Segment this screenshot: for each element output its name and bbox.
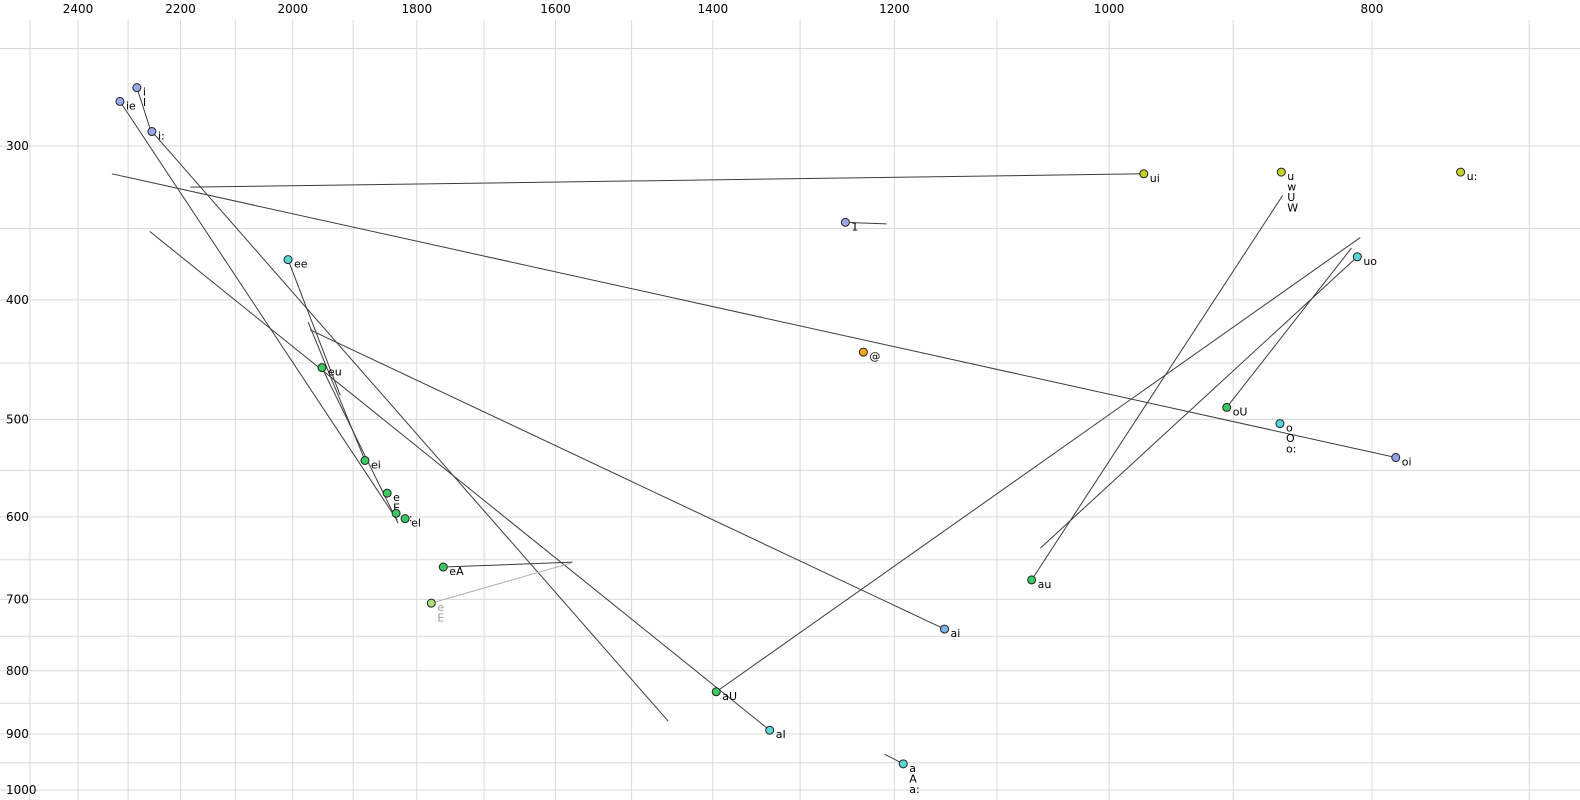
vowel-point-i bbox=[132, 83, 142, 93]
trajectory-line-eA bbox=[443, 561, 573, 568]
y-axis-tick-label: 300 bbox=[6, 139, 29, 153]
trajectory-line-au bbox=[1031, 195, 1284, 581]
vowel-point-eA bbox=[438, 562, 448, 572]
vowel-point-ee bbox=[283, 255, 293, 265]
x-axis-tick-label: 1200 bbox=[879, 2, 910, 16]
trajectory-line-oi bbox=[111, 173, 1396, 459]
trajectory-line-uo bbox=[1040, 256, 1358, 549]
x-axis-tick-label: 2000 bbox=[277, 2, 308, 16]
vowel-label-ui: ui bbox=[1150, 172, 1160, 185]
vowel-point-1 bbox=[840, 217, 850, 227]
vowel-point-e bbox=[382, 488, 392, 498]
trajectory-line-oU bbox=[1226, 247, 1352, 408]
vowel-label-eu: eu bbox=[328, 366, 342, 379]
x-axis-tick-label: 2400 bbox=[63, 2, 94, 16]
vowel-label-u: u bbox=[1287, 170, 1294, 183]
x-axis-tick-label: 1800 bbox=[402, 2, 433, 16]
trajectory-line-ee bbox=[287, 259, 341, 396]
trajectory-line-i bbox=[136, 87, 151, 129]
vowel-label-W: W bbox=[1287, 202, 1298, 215]
trajectory-line-aU bbox=[715, 237, 1361, 693]
vowel-label-1: 1 bbox=[851, 220, 858, 233]
vowel-point-ei bbox=[360, 455, 370, 465]
vowel-label-i:: i: bbox=[158, 130, 165, 143]
x-axis-tick-label: 1400 bbox=[698, 2, 729, 16]
y-axis-tick-label: 700 bbox=[6, 592, 29, 606]
vowel-point-ai bbox=[940, 624, 950, 634]
vowel-point-aI bbox=[765, 725, 775, 735]
y-axis-tick-label: 500 bbox=[6, 412, 29, 426]
vowel-point-oU bbox=[1222, 402, 1232, 412]
vowel-label-w: w bbox=[1287, 181, 1296, 194]
trajectory-line-ei bbox=[307, 322, 366, 461]
y-axis-tick-label: 900 bbox=[6, 727, 29, 741]
x-axis-tick-label: 1000 bbox=[1094, 2, 1125, 16]
vowel-label-e: e bbox=[393, 491, 400, 504]
trajectory-line-e-gray bbox=[431, 562, 572, 604]
vowel-label-oU: oU bbox=[1233, 405, 1248, 418]
trajectory-line-aI bbox=[149, 231, 771, 731]
vowel-label-ai: ai bbox=[951, 627, 961, 640]
vowel-point-e bbox=[426, 598, 436, 608]
axis-tick-labels: 2400 2200 2000 1800 1600 1400 1200 1000 80030040… bbox=[6, 2, 1383, 797]
vowel-label-e: e bbox=[437, 601, 444, 614]
vowel-label-a: a bbox=[909, 762, 916, 775]
vowel-label-oi: oi bbox=[1402, 456, 1412, 469]
trajectory-line-ui bbox=[190, 173, 1144, 188]
vowel-label-i: i bbox=[143, 86, 146, 99]
vowel-point-ie bbox=[115, 96, 125, 106]
vowel-point-i: bbox=[147, 127, 157, 137]
vowel-point-oi bbox=[1391, 453, 1401, 463]
vowel-label-a:: a: bbox=[909, 783, 919, 796]
vowel-point-a bbox=[898, 759, 908, 769]
vowel-point-uo bbox=[1352, 252, 1362, 262]
vowel-label-o:: o: bbox=[1286, 443, 1296, 456]
vowel-label-I: I bbox=[143, 96, 146, 109]
vowel-label-U: U bbox=[1287, 191, 1295, 204]
x-axis-tick-label: 1600 bbox=[540, 2, 571, 16]
vowel-label-uo: uo bbox=[1363, 255, 1377, 268]
vowel-label-O: O bbox=[1286, 432, 1295, 445]
vowel-label-eA: eA bbox=[449, 565, 464, 578]
vowel-point-ui bbox=[1139, 169, 1149, 179]
vowel-point-u: bbox=[1456, 167, 1466, 177]
x-axis-tick-label: 800 bbox=[1360, 2, 1383, 16]
vowel-point-u bbox=[1276, 167, 1286, 177]
vowel-label-E: E bbox=[437, 612, 444, 625]
trajectory-line-1 bbox=[845, 221, 887, 225]
vowel-label-A: A bbox=[909, 772, 917, 785]
vowel-label-aI: aI bbox=[776, 728, 786, 741]
vowel-point-el bbox=[400, 514, 410, 524]
vowel-label-el: el bbox=[411, 517, 421, 530]
y-axis-tick-label: 1000 bbox=[6, 783, 37, 797]
vowel-point-aU bbox=[711, 687, 721, 697]
grid-lines bbox=[0, 20, 1580, 800]
x-axis-tick-label: 2200 bbox=[165, 2, 196, 16]
trajectory-line-ai bbox=[309, 329, 945, 630]
vowel-label-@: @ bbox=[869, 350, 880, 363]
y-axis-tick-label: 800 bbox=[6, 664, 29, 678]
vowel-point-au bbox=[1027, 575, 1037, 585]
vowel-point-e: bbox=[391, 508, 401, 518]
trajectory-line-ie bbox=[119, 101, 398, 521]
vowel-label-ei: ei bbox=[371, 458, 381, 471]
vowel-points: ieiIi:eeeueieEe:eleAeEaUaIaAa:aiau@1uiuw… bbox=[115, 83, 1478, 796]
trajectory-line-i: bbox=[151, 131, 669, 722]
vowel-point-o bbox=[1275, 419, 1285, 429]
y-axis-tick-label: 600 bbox=[6, 510, 29, 524]
vowel-label-o: o bbox=[1286, 422, 1293, 435]
vowel-point-@ bbox=[858, 347, 868, 357]
y-axis-tick-label: 400 bbox=[6, 293, 29, 307]
vowel-point-eu bbox=[317, 363, 327, 373]
vowel-label-au: au bbox=[1038, 578, 1052, 591]
vowel-label-ee: ee bbox=[294, 258, 308, 271]
vowel-label-E: E bbox=[393, 502, 400, 515]
vowel-label-ie: ie bbox=[126, 99, 136, 112]
vowel-label-aU: aU bbox=[722, 690, 737, 703]
vowel-label-u:: u: bbox=[1467, 170, 1478, 183]
